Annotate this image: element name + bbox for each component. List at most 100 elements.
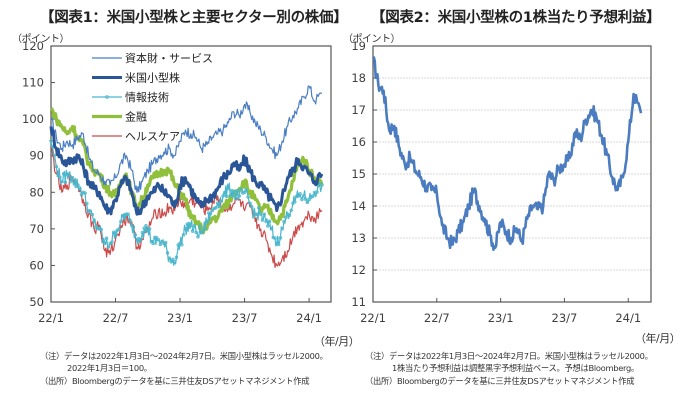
series-point — [294, 194, 299, 199]
series-point — [260, 218, 265, 222]
series-point — [183, 227, 188, 231]
series-line-4 — [49, 107, 324, 235]
series-point — [70, 175, 75, 180]
legend-marker — [105, 95, 109, 99]
series-line-3 — [50, 141, 323, 266]
series-point — [164, 240, 168, 245]
series-point — [133, 233, 137, 237]
y-tick-label: 11 — [351, 295, 366, 309]
series-point — [180, 243, 184, 247]
series-point — [320, 183, 324, 187]
series-point — [276, 242, 281, 247]
series-point — [79, 193, 84, 197]
series-point — [264, 219, 268, 224]
x-tick-label: 23/1 — [167, 311, 193, 325]
series-point — [112, 230, 116, 234]
chart2-note-line2: 1株当たり予想利益は調整黒字予想利益ベース。予想はBloomberg。 — [392, 363, 639, 373]
series-point — [284, 215, 288, 220]
series-point — [58, 175, 62, 180]
series-point — [146, 227, 150, 231]
series-point — [293, 200, 297, 204]
chart2-x-unit: （年/月） — [635, 332, 681, 345]
series-point — [266, 224, 270, 228]
series-point — [49, 139, 53, 143]
series-point — [300, 197, 304, 202]
y-tick-label: 110 — [22, 76, 44, 90]
y-tick-label: 80 — [29, 185, 44, 199]
series-point — [271, 235, 275, 240]
series-point — [262, 212, 266, 216]
series-point — [99, 227, 103, 232]
y-tick-label: 17 — [351, 103, 366, 117]
series-point — [131, 225, 136, 229]
series-point — [237, 194, 241, 198]
series-point — [232, 190, 236, 194]
y-tick-label: 14 — [351, 199, 366, 213]
y-tick-label: 16 — [351, 135, 366, 149]
series-point — [267, 219, 272, 223]
series-point — [124, 212, 128, 216]
series-point — [233, 196, 238, 201]
series-point — [172, 260, 177, 264]
series-point — [219, 199, 223, 204]
series-point — [95, 226, 100, 231]
series-point — [67, 172, 71, 176]
series-point — [228, 194, 232, 198]
series-point — [104, 236, 109, 240]
series-point — [273, 236, 277, 240]
series-point — [153, 235, 157, 240]
series-point — [251, 215, 256, 219]
series-point — [224, 194, 229, 199]
chart1-sector-stock-prices: 50 60 70 80 90 100 110 120 22/1 22/7 23/1 23/7 24/1 資… — [22, 39, 332, 325]
series-point — [250, 205, 254, 209]
series-point — [171, 257, 175, 262]
legend-label: 情報技術 — [125, 91, 169, 104]
series-point — [287, 213, 292, 218]
series-point — [189, 223, 193, 227]
chart2-source: （出所）Bloombergのデータを基に三井住友DSアセットマネジメント作成 — [365, 376, 635, 386]
series-point — [147, 227, 152, 231]
series-point — [88, 209, 93, 213]
series-point — [77, 186, 82, 190]
series-point — [76, 183, 80, 187]
chart2-title: 【図表2：米国小型株の1株当たり予想利益】 — [371, 10, 661, 26]
series-point — [244, 188, 249, 193]
x-tick-label: 22/1 — [360, 311, 386, 325]
series-point — [235, 189, 240, 193]
x-tick-label: 22/1 — [38, 311, 64, 325]
series-point — [156, 238, 161, 242]
series-point — [92, 219, 96, 224]
series-point — [65, 172, 69, 176]
series-point — [144, 224, 148, 228]
series-point — [230, 188, 234, 193]
chart1-x-unit: （年/月） — [314, 335, 360, 348]
series-point — [207, 211, 211, 215]
series-point — [201, 229, 206, 233]
series-point — [296, 194, 301, 198]
x-tick-label: 22/7 — [103, 311, 129, 325]
series-point — [140, 230, 145, 235]
series-point — [208, 212, 213, 216]
series-point — [257, 206, 261, 210]
legend-label: 資本財・サービス — [125, 51, 213, 65]
series-point — [54, 164, 59, 169]
series-point — [160, 239, 164, 244]
series-point — [259, 212, 263, 216]
series-point — [86, 208, 91, 213]
legend-label: ヘルスケア — [125, 130, 180, 143]
chart1-y-unit: （ポイント） — [12, 34, 70, 45]
series-point — [217, 204, 222, 208]
series-point — [302, 194, 306, 198]
series-point — [210, 208, 215, 213]
y-tick-label: 50 — [29, 295, 44, 309]
x-tick-label: 23/7 — [232, 311, 258, 325]
y-tick-label: 120 — [22, 39, 44, 53]
series-point — [289, 208, 293, 212]
x-tick-label: 24/1 — [296, 311, 322, 325]
series-point — [90, 212, 94, 217]
series-point — [122, 213, 127, 217]
series-point — [203, 226, 207, 230]
x-tick-label: 23/7 — [552, 311, 578, 325]
series-point — [52, 153, 57, 157]
x-tick-label: 22/7 — [424, 311, 450, 325]
